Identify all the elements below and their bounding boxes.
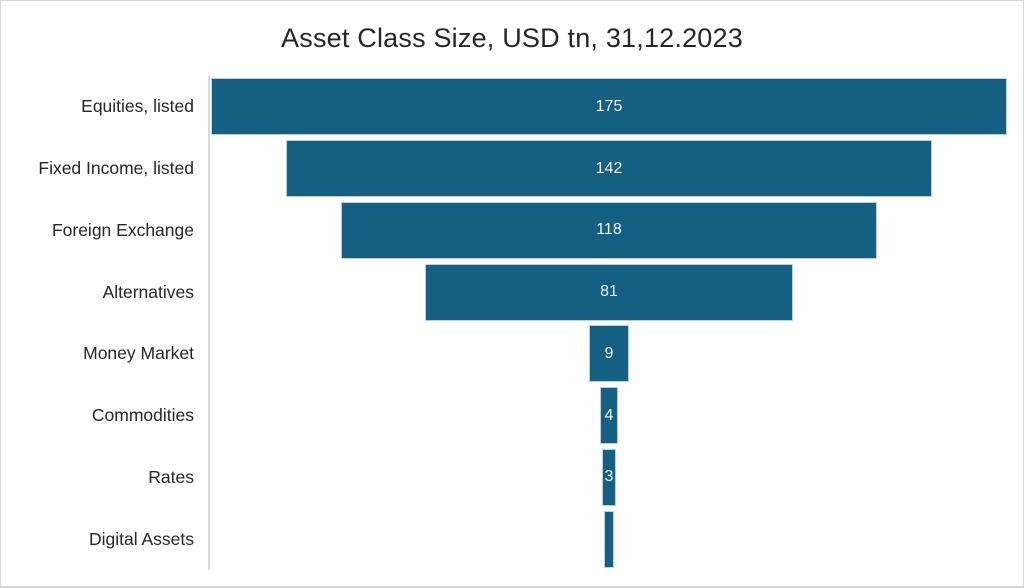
funnel-bar: 81 [424, 263, 794, 321]
funnel-bar: 175 [211, 78, 1007, 136]
category-axis-line [208, 76, 210, 570]
funnel-bar [604, 510, 614, 568]
bar-data-label: 175 [595, 97, 623, 115]
category-label: Money Market [83, 343, 194, 364]
bar-data-label: 9 [604, 344, 614, 362]
bar-data-label: 3 [604, 468, 614, 486]
category-label: Commodities [91, 405, 194, 426]
bar-data-label: 4 [604, 406, 614, 424]
funnel-bar: 3 [602, 448, 616, 506]
category-label: Rates [148, 466, 194, 487]
funnel-bar: 118 [340, 201, 878, 259]
bar-data-label: 81 [600, 283, 618, 301]
funnel-bar: 4 [599, 387, 619, 445]
category-label: Alternatives [102, 281, 194, 302]
bar-data-label: 118 [596, 221, 622, 239]
chart-title: Asset Class Size, USD tn, 31,12.2023 [281, 23, 743, 53]
category-label: Equities, listed [81, 96, 194, 117]
bar-data-label: 142 [595, 159, 623, 177]
funnel-bar: 9 [588, 325, 630, 383]
funnel-bar: 142 [286, 140, 932, 198]
category-label: Digital Assets [88, 528, 194, 549]
category-label: Fixed Income, listed [38, 158, 194, 179]
category-label: Foreign Exchange [51, 219, 194, 240]
